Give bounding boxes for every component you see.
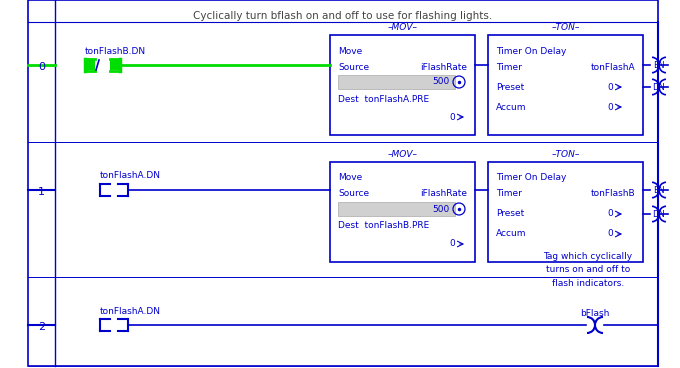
Text: Move: Move bbox=[338, 46, 362, 56]
Text: –TON–: –TON– bbox=[551, 150, 579, 159]
Text: 500: 500 bbox=[432, 78, 450, 86]
Text: DN: DN bbox=[653, 83, 666, 92]
Text: Dest  tonFlashA.PRE: Dest tonFlashA.PRE bbox=[338, 95, 429, 103]
Text: tonFlashB.DN: tonFlashB.DN bbox=[85, 46, 146, 56]
Text: –TON–: –TON– bbox=[551, 23, 579, 32]
Text: EN: EN bbox=[653, 186, 665, 195]
Text: iFlashRate: iFlashRate bbox=[420, 190, 467, 198]
Bar bbox=[338, 75, 455, 89]
Bar bbox=[110, 60, 120, 70]
Text: Timer: Timer bbox=[496, 63, 522, 71]
Text: –MOV–: –MOV– bbox=[388, 23, 418, 32]
Bar bbox=[338, 202, 455, 216]
Text: 0: 0 bbox=[449, 240, 455, 248]
Text: Preset: Preset bbox=[496, 82, 524, 92]
Text: Tag which cyclically
turns on and off to
flash indicators.: Tag which cyclically turns on and off to… bbox=[543, 252, 632, 288]
Text: 500: 500 bbox=[432, 205, 450, 213]
Text: Timer On Delay: Timer On Delay bbox=[496, 173, 566, 183]
Text: 0: 0 bbox=[607, 230, 613, 238]
Text: DN: DN bbox=[653, 210, 666, 219]
Text: Accum: Accum bbox=[496, 230, 526, 238]
Bar bbox=[488, 35, 643, 135]
Text: Source: Source bbox=[338, 190, 369, 198]
Bar bbox=[330, 35, 475, 135]
Text: 0: 0 bbox=[607, 209, 613, 219]
Text: bFlash: bFlash bbox=[580, 308, 610, 318]
Bar bbox=[488, 162, 643, 262]
Text: 0: 0 bbox=[38, 62, 45, 72]
Text: Source: Source bbox=[338, 63, 369, 71]
Text: Move: Move bbox=[338, 173, 362, 183]
Text: Timer: Timer bbox=[496, 190, 522, 198]
Text: 2: 2 bbox=[38, 322, 45, 332]
Text: 1: 1 bbox=[38, 187, 45, 197]
Text: Dest  tonFlashB.PRE: Dest tonFlashB.PRE bbox=[338, 222, 429, 230]
Text: 0: 0 bbox=[449, 113, 455, 121]
Text: tonFlashA: tonFlashA bbox=[590, 63, 635, 71]
Text: Preset: Preset bbox=[496, 209, 524, 219]
Text: Accum: Accum bbox=[496, 103, 526, 112]
Text: tonFlashA.DN: tonFlashA.DN bbox=[100, 307, 161, 315]
Text: Timer On Delay: Timer On Delay bbox=[496, 46, 566, 56]
Text: tonFlashA.DN: tonFlashA.DN bbox=[100, 171, 161, 180]
Text: –MOV–: –MOV– bbox=[388, 150, 418, 159]
Bar bbox=[85, 60, 95, 70]
Text: tonFlashB: tonFlashB bbox=[590, 190, 635, 198]
Bar bbox=[330, 162, 475, 262]
Text: EN: EN bbox=[653, 61, 665, 70]
Text: 0: 0 bbox=[607, 103, 613, 112]
Text: iFlashRate: iFlashRate bbox=[420, 63, 467, 71]
Text: Cyclically turn bflash on and off to use for flashing lights.: Cyclically turn bflash on and off to use… bbox=[193, 11, 492, 21]
Text: 0: 0 bbox=[607, 82, 613, 92]
